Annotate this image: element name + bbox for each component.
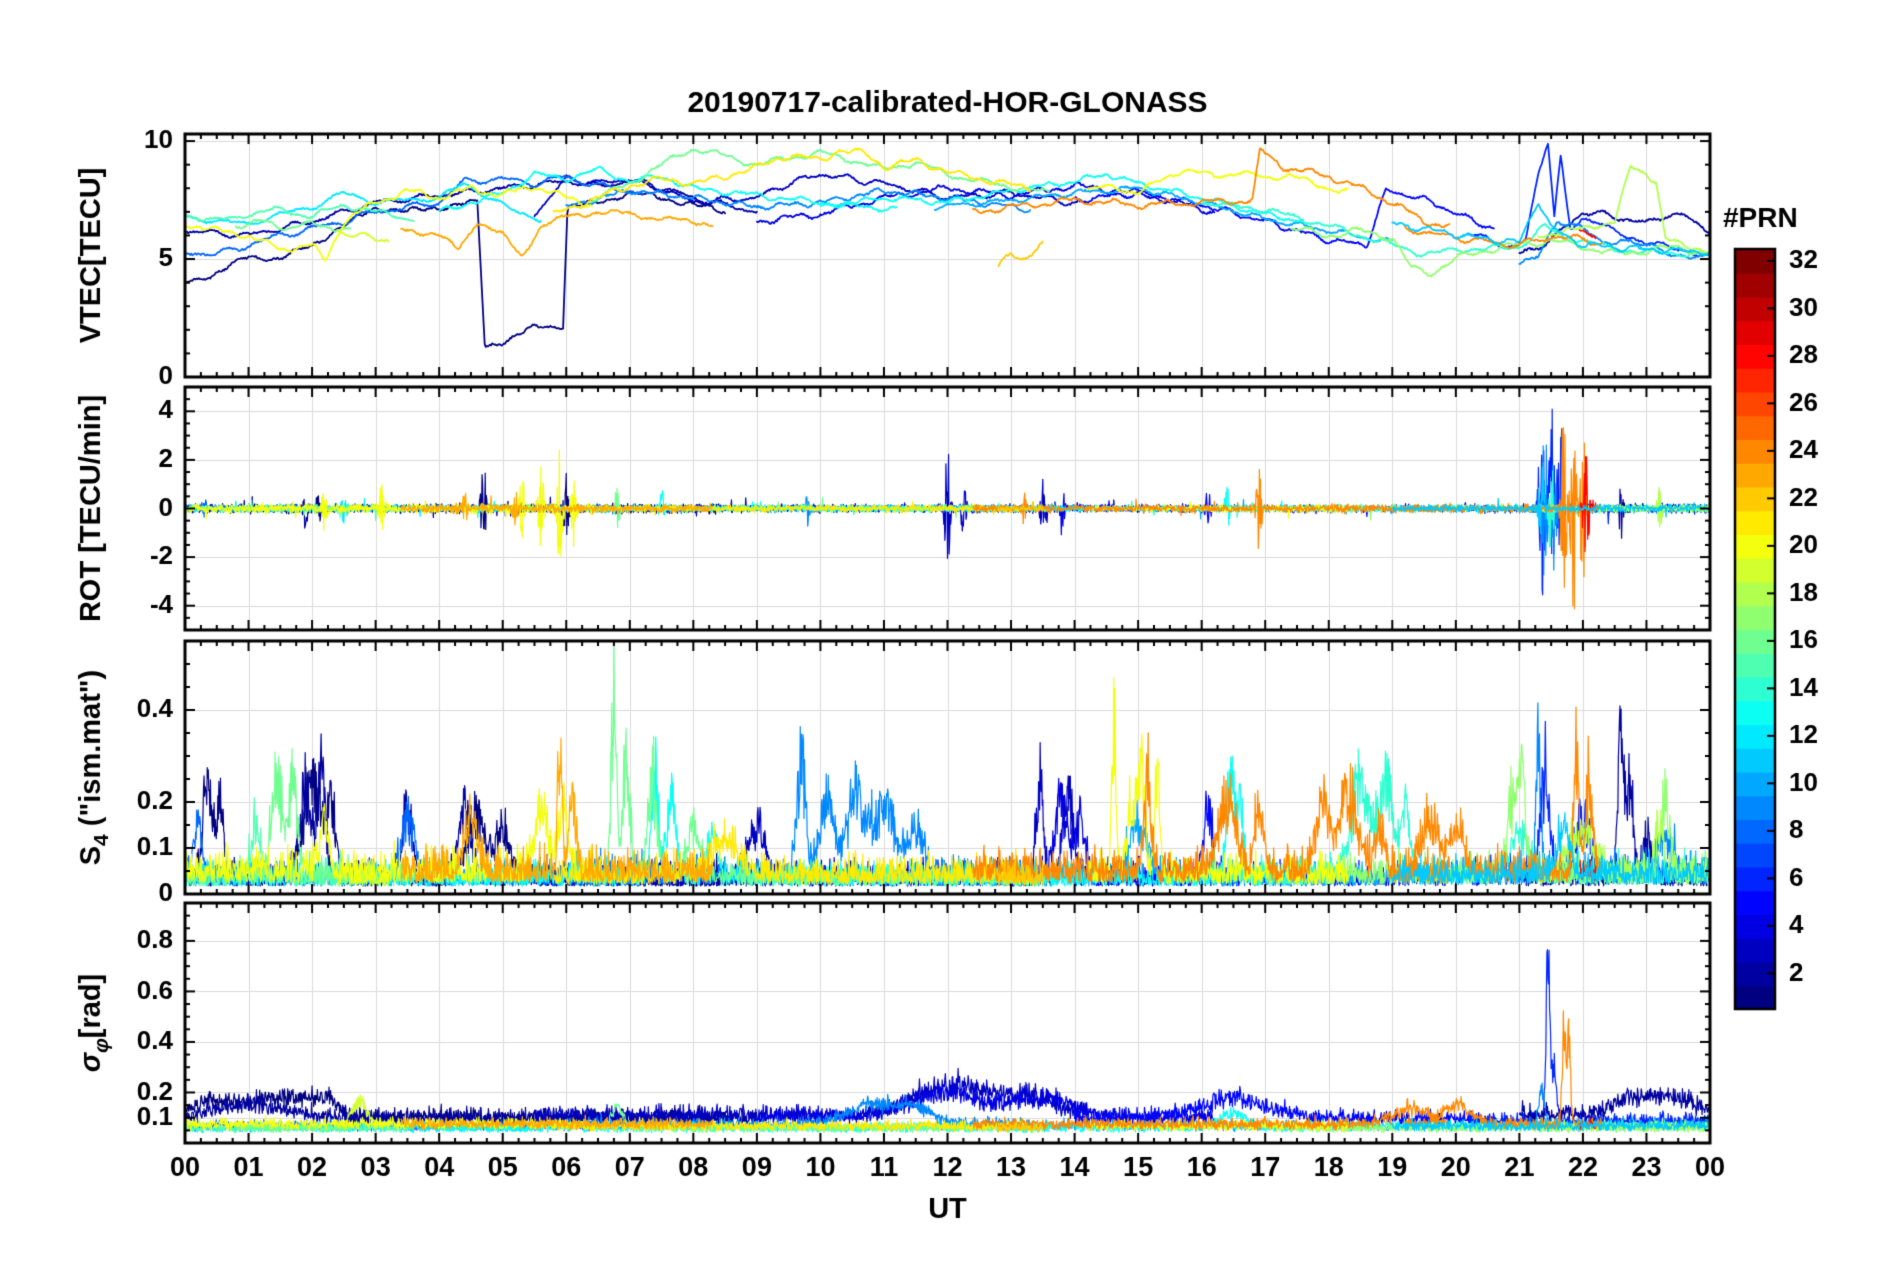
figure-page: { "figure_title": "20190717-calibrated-H… [0,0,1902,1272]
chart-canvas [0,0,1902,1272]
glonass-figure: 20190717-calibrated-HOR-GLONASS UT VTEC[… [0,0,1902,1272]
